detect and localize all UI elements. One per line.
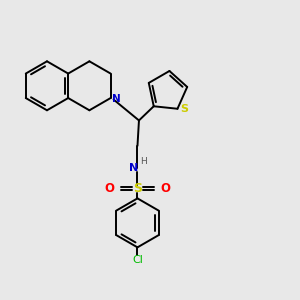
Text: O: O <box>104 182 115 195</box>
Text: S: S <box>133 182 142 195</box>
Text: O: O <box>160 182 170 195</box>
Text: Cl: Cl <box>132 255 143 266</box>
Text: H: H <box>140 157 147 166</box>
Text: N: N <box>112 94 121 104</box>
Text: S: S <box>181 104 188 114</box>
Text: N: N <box>129 163 139 173</box>
